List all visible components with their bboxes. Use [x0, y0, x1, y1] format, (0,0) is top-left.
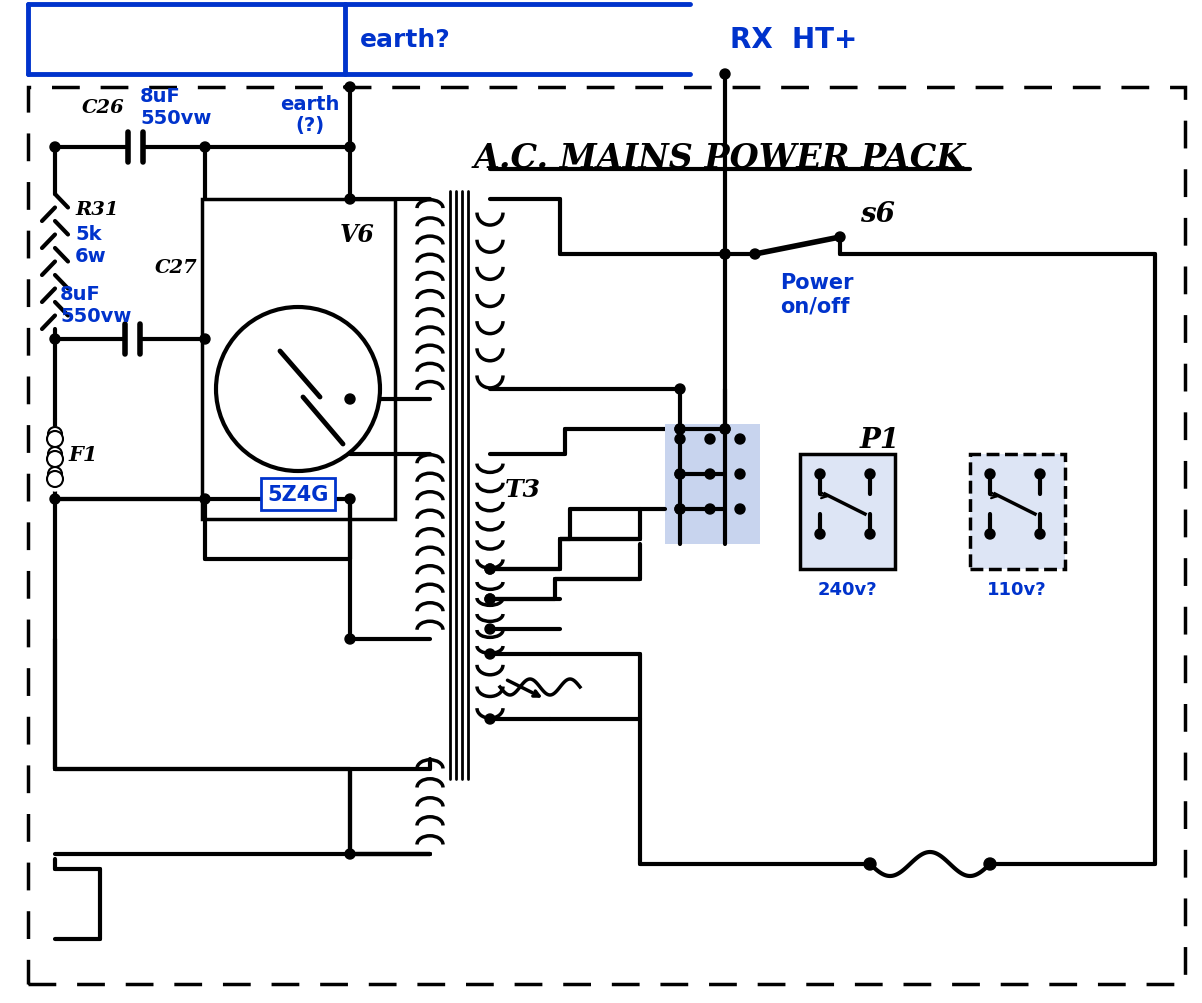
Circle shape: [720, 70, 730, 80]
Text: RX  HT+: RX HT+: [730, 26, 857, 54]
Circle shape: [750, 250, 760, 260]
Text: A.C. MAINS POWER PACK: A.C. MAINS POWER PACK: [474, 141, 966, 175]
Circle shape: [676, 469, 685, 479]
Circle shape: [706, 505, 715, 515]
Bar: [202, 200, 395, 520]
Circle shape: [720, 250, 730, 260]
Circle shape: [815, 469, 825, 479]
Circle shape: [484, 625, 495, 634]
Circle shape: [484, 649, 495, 659]
Circle shape: [50, 494, 60, 505]
Circle shape: [345, 142, 355, 152]
Circle shape: [345, 195, 355, 205]
Circle shape: [676, 505, 685, 515]
Circle shape: [706, 434, 715, 444]
Circle shape: [835, 233, 845, 243]
Text: Power
on/off: Power on/off: [780, 273, 853, 316]
Circle shape: [345, 634, 355, 644]
Circle shape: [720, 424, 730, 434]
Text: C26: C26: [82, 99, 125, 117]
Text: T3: T3: [505, 477, 541, 502]
Circle shape: [865, 469, 875, 479]
Circle shape: [734, 505, 745, 515]
Text: V6: V6: [340, 223, 375, 247]
Circle shape: [676, 384, 685, 394]
Circle shape: [345, 850, 355, 860]
Circle shape: [676, 424, 685, 434]
Text: earth
(?): earth (?): [280, 94, 340, 135]
Circle shape: [734, 434, 745, 444]
Circle shape: [48, 447, 63, 461]
Text: P1: P1: [859, 426, 900, 453]
Circle shape: [484, 595, 495, 605]
Circle shape: [47, 431, 63, 447]
Circle shape: [216, 308, 380, 471]
Circle shape: [345, 494, 355, 505]
Circle shape: [815, 530, 825, 540]
Circle shape: [484, 565, 495, 575]
Circle shape: [200, 335, 210, 345]
Circle shape: [484, 714, 495, 724]
Circle shape: [706, 469, 715, 479]
Text: F1: F1: [69, 444, 97, 464]
Circle shape: [48, 427, 63, 441]
Circle shape: [50, 335, 60, 345]
Bar: [801, 454, 895, 570]
Text: R31: R31: [75, 201, 119, 219]
Text: earth?: earth?: [361, 28, 451, 52]
Circle shape: [345, 394, 355, 404]
Circle shape: [676, 505, 685, 515]
Text: 5Z4G: 5Z4G: [267, 484, 328, 505]
Circle shape: [47, 471, 63, 487]
Circle shape: [200, 494, 210, 505]
Circle shape: [720, 250, 730, 260]
Circle shape: [200, 142, 210, 152]
Circle shape: [345, 83, 355, 93]
Circle shape: [984, 530, 995, 540]
Circle shape: [984, 859, 996, 871]
Circle shape: [50, 142, 60, 152]
Text: s6: s6: [859, 202, 894, 229]
Circle shape: [864, 859, 876, 871]
Text: 110v?: 110v?: [987, 581, 1047, 599]
Circle shape: [48, 467, 63, 481]
Text: 240v?: 240v?: [817, 581, 876, 599]
Circle shape: [865, 530, 875, 540]
Text: 5k
6w: 5k 6w: [75, 225, 107, 265]
Bar: [970, 454, 1065, 570]
Circle shape: [1035, 530, 1045, 540]
Bar: [665, 424, 760, 545]
Circle shape: [984, 469, 995, 479]
Text: 8uF
550vw: 8uF 550vw: [60, 284, 131, 325]
Circle shape: [484, 565, 495, 575]
Bar: [970, 454, 1065, 570]
Circle shape: [676, 469, 685, 479]
Text: 8uF
550vw: 8uF 550vw: [139, 87, 212, 128]
Circle shape: [734, 469, 745, 479]
Circle shape: [484, 595, 495, 605]
Bar: [801, 454, 895, 570]
Circle shape: [720, 424, 730, 434]
Circle shape: [1035, 469, 1045, 479]
Circle shape: [676, 424, 685, 434]
Circle shape: [676, 434, 685, 444]
Circle shape: [47, 451, 63, 467]
Text: C27: C27: [155, 259, 198, 277]
